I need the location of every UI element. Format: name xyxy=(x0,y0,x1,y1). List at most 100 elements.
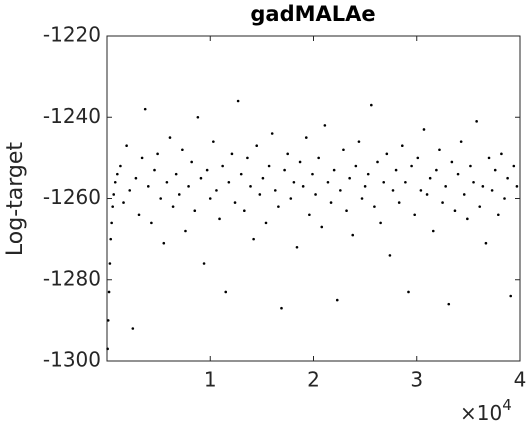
point xyxy=(503,197,506,200)
point xyxy=(497,213,500,217)
point xyxy=(478,205,482,208)
point xyxy=(218,217,221,221)
point xyxy=(428,176,432,180)
point xyxy=(441,201,444,204)
point xyxy=(462,193,466,196)
point xyxy=(466,217,469,221)
y-axis-label: Log-target xyxy=(3,142,28,256)
chart-title: gadMALAe xyxy=(250,2,375,26)
point xyxy=(171,205,175,208)
point xyxy=(190,160,193,164)
point xyxy=(391,189,395,192)
point xyxy=(363,185,367,188)
point xyxy=(233,201,237,204)
y-tick-label: -1240 xyxy=(43,104,101,128)
point xyxy=(128,189,132,192)
point xyxy=(193,209,197,212)
point xyxy=(308,213,311,217)
point xyxy=(143,107,147,111)
point xyxy=(301,185,305,188)
point xyxy=(112,193,116,196)
point xyxy=(224,290,228,294)
point xyxy=(450,160,454,164)
point xyxy=(456,172,460,176)
y-tick-label: -1220 xyxy=(43,23,101,47)
point xyxy=(382,180,386,184)
point xyxy=(177,193,181,196)
point xyxy=(261,176,265,180)
point xyxy=(292,180,296,184)
point xyxy=(500,152,503,156)
point xyxy=(230,152,234,156)
point xyxy=(329,201,333,204)
point xyxy=(326,180,330,184)
point xyxy=(187,185,190,188)
point xyxy=(484,241,488,245)
point xyxy=(487,156,491,160)
point xyxy=(435,168,438,172)
point xyxy=(147,185,150,188)
point xyxy=(394,168,398,172)
point xyxy=(119,164,122,168)
point xyxy=(407,290,410,294)
point xyxy=(366,172,370,176)
point xyxy=(419,189,423,192)
point xyxy=(320,225,324,229)
x-tick-label: 1 xyxy=(204,368,217,392)
point xyxy=(243,209,246,212)
point xyxy=(357,140,361,143)
point xyxy=(110,221,113,225)
point xyxy=(107,290,111,294)
y-tick-label: -1300 xyxy=(43,348,101,372)
point xyxy=(376,160,379,164)
point xyxy=(444,185,447,188)
point xyxy=(413,213,416,217)
point xyxy=(196,115,200,119)
point xyxy=(249,185,252,188)
point xyxy=(221,164,224,168)
point xyxy=(283,168,286,172)
x-tick-label: 3 xyxy=(410,368,423,392)
point xyxy=(475,120,478,123)
point xyxy=(277,205,280,208)
point xyxy=(360,197,364,200)
point xyxy=(385,152,389,156)
point xyxy=(295,245,299,249)
point xyxy=(323,124,327,127)
point xyxy=(202,262,206,265)
point xyxy=(162,241,166,245)
point xyxy=(481,185,485,188)
point xyxy=(153,168,156,172)
point xyxy=(137,213,141,217)
point xyxy=(397,201,401,204)
point xyxy=(490,189,494,192)
y-tick-label: -1280 xyxy=(43,266,101,290)
point xyxy=(509,294,513,298)
point xyxy=(125,144,128,147)
point xyxy=(422,128,426,131)
point xyxy=(438,148,441,152)
point xyxy=(156,152,159,156)
point xyxy=(410,164,413,168)
y-tick-label: -1260 xyxy=(43,185,101,209)
point xyxy=(425,193,429,196)
point xyxy=(379,221,382,225)
point xyxy=(134,176,138,180)
point xyxy=(109,237,113,241)
point xyxy=(311,172,314,176)
point xyxy=(289,197,293,200)
point xyxy=(493,168,497,172)
point xyxy=(453,209,457,212)
point xyxy=(314,193,317,196)
point xyxy=(400,144,404,147)
point xyxy=(354,164,358,168)
point xyxy=(252,237,255,241)
point xyxy=(246,156,249,160)
point xyxy=(239,172,243,176)
point xyxy=(113,180,117,184)
point xyxy=(212,140,215,143)
point xyxy=(184,229,187,233)
point xyxy=(431,229,435,233)
